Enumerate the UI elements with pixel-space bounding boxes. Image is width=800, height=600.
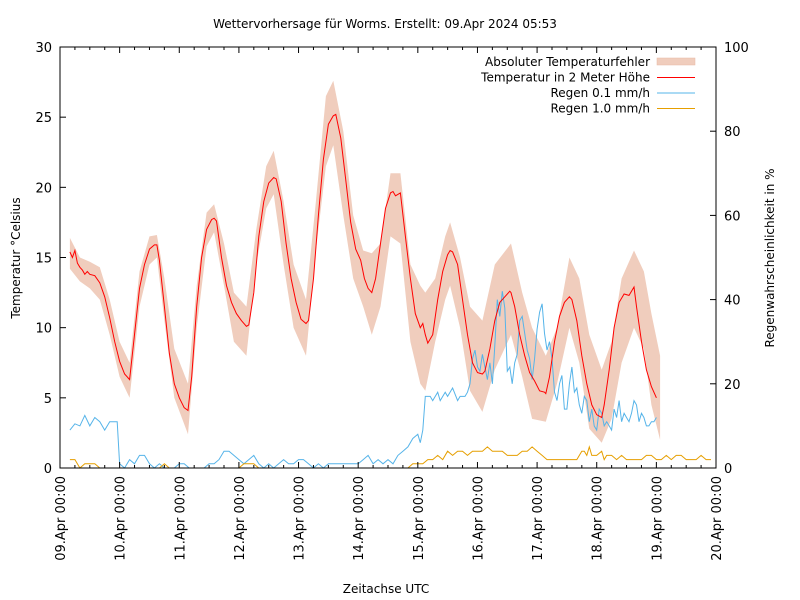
y-tick-label: 0 <box>44 462 52 477</box>
x-axis-label: Zeitachse UTC <box>343 582 429 596</box>
x-tick-label: 17.Apr 00:00 <box>531 476 546 561</box>
x-tick-label: 15.Apr 00:00 <box>412 476 427 561</box>
x-tick-label: 19.Apr 00:00 <box>650 476 665 561</box>
y-tick-label: 30 <box>35 41 52 56</box>
legend-swatch-error <box>656 57 696 66</box>
y-tick-label: 15 <box>35 252 52 267</box>
x-tick-label: 18.Apr 00:00 <box>591 476 606 561</box>
rain-0-1-line <box>69 291 657 469</box>
x-axis: 09.Apr 00:00 10.Apr 00:00 11.Apr 00:00 12.A… <box>54 47 725 561</box>
y-axis-right: 0 20 40 60 80 100 <box>710 41 749 477</box>
plot-series <box>69 80 711 469</box>
x-tick-label: 13.Apr 00:00 <box>293 476 308 561</box>
y2-tick-label: 100 <box>724 41 749 56</box>
legend-label: Regen 0.1 mm/h <box>550 86 650 100</box>
y-tick-label: 10 <box>35 322 52 337</box>
y-tick-label: 25 <box>35 111 52 126</box>
x-tick-label: 20.Apr 00:00 <box>710 476 725 561</box>
legend-label: Absoluter Temperaturfehler <box>485 55 650 69</box>
x-tick-label: 16.Apr 00:00 <box>472 476 487 561</box>
y2-tick-label: 80 <box>724 125 741 140</box>
x-tick-label: 09.Apr 00:00 <box>54 476 69 561</box>
legend: Absoluter Temperaturfehler Temperatur in … <box>480 55 696 116</box>
temperature-line <box>69 113 657 419</box>
y-axis-label: Temperatur °Celsius <box>9 197 23 319</box>
y2-tick-label: 40 <box>724 294 741 309</box>
temperature-error-band <box>69 80 661 443</box>
y2-tick-label: 60 <box>724 209 741 224</box>
legend-label: Regen 1.0 mm/h <box>550 102 650 116</box>
y2-tick-label: 0 <box>724 462 732 477</box>
rain-1-0-line <box>69 445 711 469</box>
x-tick-label: 12.Apr 00:00 <box>233 476 248 561</box>
legend-label: Temperatur in 2 Meter Höhe <box>480 71 650 85</box>
y-tick-label: 5 <box>44 392 52 407</box>
y-tick-label: 20 <box>35 181 52 196</box>
x-tick-label: 10.Apr 00:00 <box>114 476 129 561</box>
chart-title: Wettervorhersage für Worms. Erstellt: 09… <box>213 17 557 31</box>
x-tick-label: 11.Apr 00:00 <box>173 476 188 561</box>
y-axis-left: 0 5 10 15 20 25 30 <box>35 41 66 477</box>
y2-axis-label: Regenwahrscheinlichkeit in % <box>763 168 777 347</box>
x-tick-label: 14.Apr 00:00 <box>352 476 367 561</box>
y2-tick-label: 20 <box>724 378 741 393</box>
